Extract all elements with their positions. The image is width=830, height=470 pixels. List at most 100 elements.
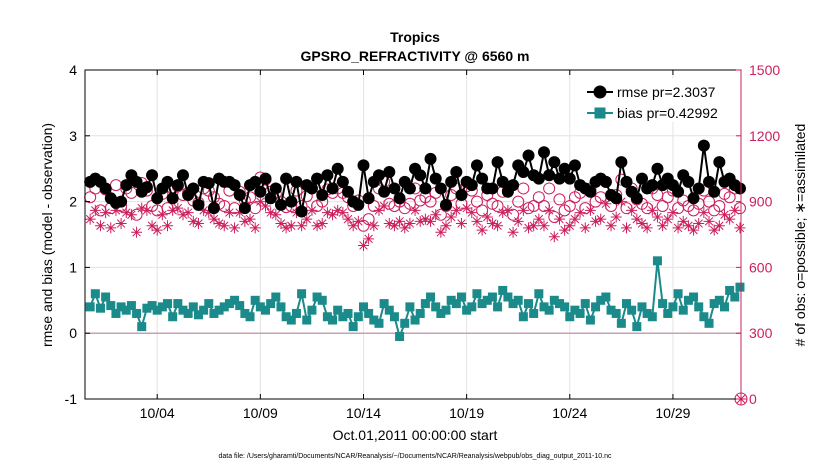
bias-point xyxy=(250,295,260,305)
assimilated-obs-point xyxy=(131,226,143,238)
rmse-point xyxy=(491,156,504,169)
y-right-tick-label: 1500 xyxy=(749,62,780,78)
assimilated-obs-point xyxy=(357,239,369,251)
rmse-point xyxy=(672,185,685,198)
possible-obs-point xyxy=(672,202,685,215)
assimilated-obs-point xyxy=(677,215,689,227)
bias-point xyxy=(333,305,343,315)
assimilated-obs-point xyxy=(167,204,179,216)
possible-obs-point xyxy=(553,193,566,206)
bias-point xyxy=(343,308,353,318)
y-axis-left-label: rmse and bias (model - observation) xyxy=(39,123,55,347)
possible-obs-point xyxy=(470,195,483,208)
bias-point xyxy=(487,292,497,302)
y-left-tick-label: 4 xyxy=(69,62,77,78)
assimilated-obs-point xyxy=(497,207,509,219)
bias-series xyxy=(85,256,745,341)
bias-point xyxy=(513,295,523,305)
bias-point xyxy=(534,289,544,299)
rmse-point xyxy=(362,192,375,205)
rmse-point xyxy=(517,165,530,178)
assimilated-obs-point xyxy=(394,215,406,227)
y-right-tick-label: 0 xyxy=(749,391,757,407)
rmse-point xyxy=(120,179,133,192)
bias-point xyxy=(585,315,595,325)
assimilated-obs-point xyxy=(414,215,426,227)
assimilated-obs-point xyxy=(708,224,720,236)
rmse-point xyxy=(651,162,664,175)
bias-point xyxy=(106,301,116,311)
bias-point xyxy=(503,292,513,302)
bias-point xyxy=(384,305,394,315)
rmse-point xyxy=(507,179,520,192)
assimilated-obs-point xyxy=(316,218,328,230)
bias-point xyxy=(544,305,554,315)
bias-point xyxy=(730,292,740,302)
bias-point xyxy=(302,315,312,325)
assimilated-obs-point xyxy=(543,204,555,216)
bias-point xyxy=(549,295,559,305)
assimilated-obs-point xyxy=(621,222,633,234)
bias-point xyxy=(725,285,735,295)
bias-point xyxy=(281,312,291,322)
bias-point xyxy=(209,308,219,318)
bias-point xyxy=(90,289,100,299)
assimilated-obs-point xyxy=(672,222,684,234)
chart-title: Tropics xyxy=(390,29,440,45)
assimilated-obs-point xyxy=(435,226,447,238)
y-right-tick-label: 900 xyxy=(749,194,773,210)
legend-bias-marker xyxy=(594,107,606,119)
assimilated-obs-point xyxy=(249,222,261,234)
bias-point xyxy=(704,318,714,328)
rmse-point xyxy=(646,179,659,192)
y-right-tick-label: 1200 xyxy=(749,128,780,144)
bias-point xyxy=(183,308,193,318)
assimilated-obs-point xyxy=(162,220,174,232)
bias-point xyxy=(291,308,301,318)
rmse-point xyxy=(290,175,303,188)
assimilated-obs-point xyxy=(713,220,725,232)
assimilated-obs-point xyxy=(388,220,400,232)
rmse-point xyxy=(166,192,179,205)
bias-point xyxy=(436,308,446,318)
bias-point xyxy=(719,302,729,312)
assimilated-obs-point xyxy=(265,207,277,219)
bias-point xyxy=(426,292,436,302)
bias-point xyxy=(622,299,632,309)
assimilated-obs-point xyxy=(559,224,571,236)
possible-obs-point xyxy=(703,195,716,208)
assimilated-obs-point xyxy=(177,209,189,221)
bias-point xyxy=(627,305,637,315)
assimilated-obs-point xyxy=(146,220,158,232)
rmse-point xyxy=(543,169,556,182)
bias-point xyxy=(663,308,673,318)
rmse-point xyxy=(713,156,726,169)
assimilated-obs-point xyxy=(703,215,715,227)
assimilated-obs-point xyxy=(399,222,411,234)
assimilated-obs-point xyxy=(528,220,540,232)
bias-point xyxy=(271,292,281,302)
bias-point xyxy=(642,308,652,318)
assimilated-obs-point xyxy=(486,218,498,230)
rmse-point xyxy=(470,159,483,172)
bias-point xyxy=(477,299,487,309)
possible-obs-point xyxy=(517,182,530,195)
rmse-point xyxy=(336,175,349,188)
possible-obs-point xyxy=(656,199,669,212)
bias-point xyxy=(596,295,606,305)
assimilated-obs-point xyxy=(471,215,483,227)
assimilated-obs-point xyxy=(574,207,586,219)
assimilated-obs-point xyxy=(342,213,354,225)
bias-point xyxy=(709,299,719,309)
possible-obs-point xyxy=(512,195,525,208)
possible-obs-point xyxy=(723,191,736,204)
possible-obs-point xyxy=(491,199,504,212)
y-right-tick-label: 300 xyxy=(749,325,773,341)
bias-point xyxy=(493,302,503,312)
rmse-point xyxy=(238,202,251,215)
bias-point xyxy=(420,299,430,309)
bias-point xyxy=(152,305,162,315)
bias-point xyxy=(601,292,611,302)
bias-point xyxy=(647,312,657,322)
